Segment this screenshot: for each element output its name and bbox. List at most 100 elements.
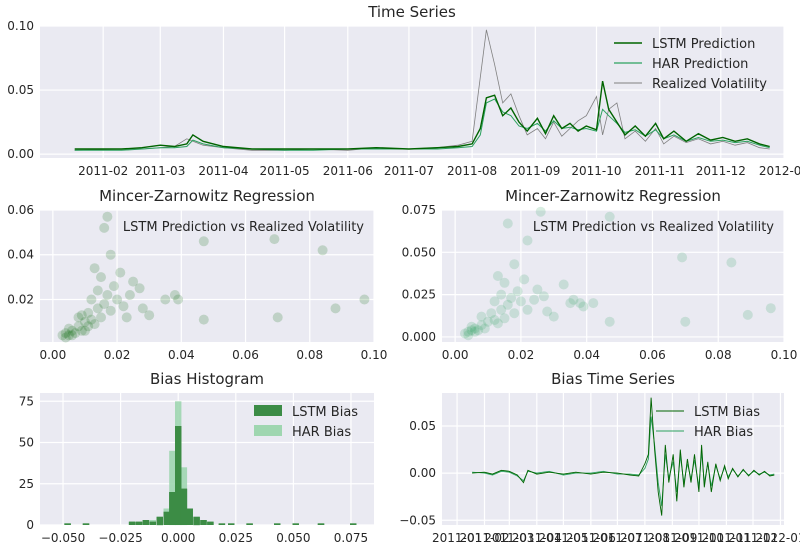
hist-bar (228, 523, 235, 525)
hist-bar (317, 523, 325, 525)
x-tick-label: 0.06 (232, 348, 259, 362)
chart-title: Bias Time Series (551, 370, 675, 388)
x-tick-label: 2011-11 (635, 164, 685, 178)
x-tick-label: 2011-05 (260, 164, 310, 178)
series-line (74, 80, 770, 150)
scatter-point (502, 299, 513, 310)
scatter-point (575, 298, 586, 309)
scatter-point (499, 313, 510, 324)
scatter-point (124, 290, 135, 300)
scatter-point (137, 303, 148, 314)
x-tick-label: 2011-03 (135, 164, 185, 178)
scatter-point (359, 294, 370, 305)
scatter-point (144, 310, 155, 321)
hist-bar (156, 516, 163, 526)
scatter-point (70, 328, 81, 339)
hist-bar (149, 521, 156, 525)
scatter-point (519, 274, 530, 285)
x-tick-label: 2011-09 (510, 164, 560, 178)
x-tick-label: 2011-12 (696, 164, 746, 178)
scatter-point (532, 284, 543, 295)
y-tick-label: 25 (19, 477, 34, 491)
plot-area (40, 210, 374, 342)
scatter-point (486, 308, 497, 319)
scatter-point (509, 308, 520, 319)
scatter-point (604, 316, 615, 327)
scatter-point (512, 286, 523, 297)
scatter-point (469, 323, 480, 334)
chart-title: Bias Histogram (150, 370, 264, 388)
hist-bar (163, 511, 170, 525)
scatter-point (476, 320, 487, 331)
scatter-point (506, 293, 517, 303)
legend-label: HAR Prediction (652, 57, 748, 72)
scatter-point (538, 291, 549, 302)
x-tick-label: 2011-11 (701, 531, 751, 545)
series-line (74, 98, 770, 151)
plot-area (442, 210, 784, 342)
legend-label: HAR Bias (694, 425, 753, 440)
scatter-point (535, 206, 546, 217)
scatter-point (80, 325, 90, 336)
panel-0: 2011-02 2011-03 2011-04 2011-05 2011-06 2011-… (7, 19, 800, 178)
hist-bar (169, 450, 176, 526)
hist-bar (350, 523, 357, 525)
scatter-point (496, 304, 507, 315)
scatter-point (479, 323, 490, 334)
scatter-point (588, 298, 599, 309)
x-tick-label: 2011-06 (323, 164, 373, 178)
scatter-point (469, 326, 480, 337)
x-tick-label: 0.000 (161, 531, 195, 545)
legend-swatch (254, 405, 282, 416)
scatter-point (63, 330, 74, 341)
scatter-point (496, 289, 507, 300)
legend-label: LSTM Prediction (652, 37, 755, 52)
scatter-point (160, 294, 171, 305)
scatter-point (89, 263, 100, 274)
x-tick-label: 0.025 (219, 531, 253, 545)
scatter-point (67, 330, 78, 341)
y-tick-label: 0.075 (402, 203, 436, 217)
chart-title: Mincer-Zarnowitz Regression (505, 187, 721, 205)
scatter-point (96, 272, 106, 283)
x-tick-label: 0.00 (442, 348, 469, 362)
x-tick-label: 2011-02 (459, 531, 509, 545)
x-tick-label: 0.10 (771, 348, 798, 362)
x-tick-label: 2011-07 (384, 164, 434, 178)
legend-label: HAR Bias (292, 425, 351, 440)
hist-bar (200, 520, 207, 525)
scatter-point (463, 330, 474, 341)
scatter-point (198, 314, 209, 325)
scatter-point (83, 307, 94, 318)
scatter-point (330, 303, 341, 314)
x-tick-label: 0.00 (39, 348, 66, 362)
scatter-point (73, 321, 84, 332)
x-tick-label: −0.025 (98, 531, 142, 545)
x-tick-label: 0.08 (705, 348, 732, 362)
plot-area (40, 393, 374, 525)
scatter-point (105, 305, 116, 316)
x-tick-label: 2012-01 (755, 531, 800, 545)
scatter-point (102, 211, 113, 222)
x-tick-label: 0.06 (639, 348, 666, 362)
scatter-point (76, 325, 87, 336)
hist-bar (82, 523, 90, 525)
scatter-point (466, 321, 477, 332)
y-tick-label: 0 (26, 518, 34, 532)
hist-bar (180, 488, 188, 525)
panel-3: −0.050 −0.025 0.000 0.025 0.050 0.075 0 25 50 75 L… (19, 393, 374, 545)
hist-bar (207, 521, 214, 525)
hist-bar (292, 523, 299, 525)
scatter-point (92, 285, 103, 296)
scatter-point (80, 316, 90, 327)
x-tick-label: 2011-12 (728, 531, 778, 545)
x-tick-label: 2011-08 (447, 164, 497, 178)
hist-bar (274, 523, 281, 525)
y-tick-label: 0.000 (402, 330, 436, 344)
scatter-point (83, 321, 94, 332)
scatter-point (272, 312, 283, 323)
chart-title: Mincer-Zarnowitz Regression (99, 187, 315, 205)
scatter-point (548, 311, 559, 322)
scatter-point (476, 311, 487, 322)
x-tick-label: 2011-03 (484, 531, 534, 545)
